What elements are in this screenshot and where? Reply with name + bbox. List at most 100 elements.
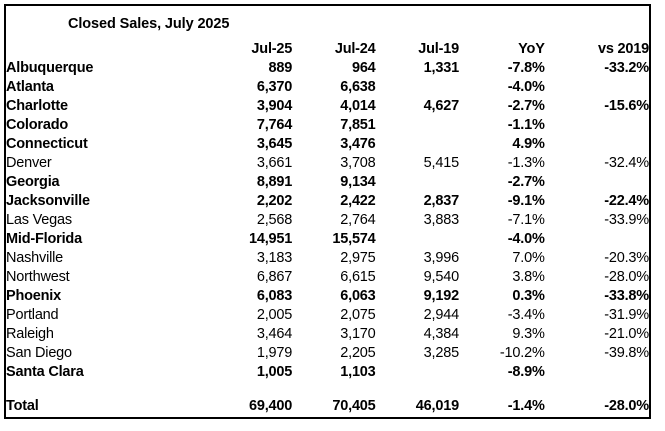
table-row: Phoenix 6,083 6,063 9,192 0.3% -33.8% [6, 287, 649, 306]
cell-market: Northwest [6, 269, 70, 285]
cell-market: Albuquerque [6, 60, 94, 76]
cell-jul25: 14,951 [248, 231, 293, 247]
cell-vs2019: -33.8% [604, 288, 649, 304]
cell-jul24: 3,476 [340, 136, 376, 152]
cell-jul25: 3,464 [256, 326, 293, 342]
cell-jul24: 6,615 [340, 269, 376, 285]
cell-jul24: 964 [351, 60, 376, 76]
cell-yoy: 9.3% [512, 326, 545, 342]
table-header-row: Jul-25 Jul-24 Jul-19 YoY vs 2019 [6, 40, 649, 59]
cell-market: Charlotte [6, 98, 68, 114]
column-header-jul19: Jul-19 [418, 41, 459, 57]
cell-jul25: 1,979 [256, 345, 293, 361]
cell-yoy: -10.2% [499, 345, 545, 361]
cell-yoy: -3.4% [507, 307, 545, 323]
table-row: Portland 2,005 2,075 2,944 -3.4% -31.9% [6, 306, 649, 325]
cell-market: San Diego [6, 345, 72, 361]
table-row: Denver 3,661 3,708 5,415 -1.3% -32.4% [6, 154, 649, 173]
cell-vs2019 [545, 173, 649, 192]
cell-yoy: 4.9% [512, 136, 545, 152]
cell-jul24: 9,134 [340, 174, 376, 190]
table-row: Northwest 6,867 6,615 9,540 3.8% -28.0% [6, 268, 649, 287]
table-row: Colorado 7,764 7,851 -1.1% [6, 116, 649, 135]
cell-yoy: -1.1% [507, 117, 545, 133]
cell-jul19: 4,384 [423, 326, 459, 342]
cell-jul19 [376, 363, 459, 382]
cell-jul19: 3,883 [423, 212, 459, 228]
cell-yoy: -4.0% [507, 231, 545, 247]
cell-jul19 [376, 135, 459, 154]
table-frame: Closed Sales, July 2025 Jul-25 Jul-24 Ju… [4, 4, 651, 419]
cell-market: Connecticut [6, 136, 88, 152]
table-row: Connecticut 3,645 3,476 4.9% [6, 135, 649, 154]
cell-jul19: 2,944 [423, 307, 459, 323]
cell-jul24: 70,405 [332, 398, 376, 414]
table-body: Albuquerque 889 964 1,331 -7.8% -33.2% Atlanta… [6, 59, 649, 421]
cell-jul25: 2,568 [256, 212, 293, 228]
cell-market: Portland [6, 307, 59, 323]
cell-vs2019 [545, 78, 649, 97]
cell-jul24: 1,103 [340, 364, 376, 380]
table-row-total: Total 69,400 70,405 46,019 -1.4% -28.0% [6, 382, 649, 421]
cell-jul25: 3,183 [256, 250, 293, 266]
cell-jul24: 2,422 [340, 193, 376, 209]
cell-market: Georgia [6, 174, 60, 190]
column-header-jul25: Jul-25 [251, 41, 293, 57]
cell-jul25: 2,005 [256, 307, 293, 323]
table-row: Charlotte 3,904 4,014 4,627 -2.7% -15.6% [6, 97, 649, 116]
cell-yoy: 3.8% [512, 269, 545, 285]
cell-market: Colorado [6, 117, 69, 133]
cell-jul19 [376, 116, 459, 135]
cell-jul19: 9,540 [423, 269, 459, 285]
column-header-yoy: YoY [518, 41, 545, 57]
cell-jul25: 6,083 [256, 288, 293, 304]
cell-jul24: 3,708 [340, 155, 376, 171]
cell-yoy: -2.7% [507, 174, 545, 190]
table-row: Santa Clara 1,005 1,103 -8.9% [6, 363, 649, 382]
cell-yoy: -8.9% [507, 364, 545, 380]
cell-jul19 [376, 230, 459, 249]
cell-vs2019 [545, 135, 649, 154]
cell-jul24: 2,764 [340, 212, 376, 228]
cell-jul24: 2,975 [340, 250, 376, 266]
table-row: Jacksonville 2,202 2,422 2,837 -9.1% -22.4% [6, 192, 649, 211]
cell-jul25: 6,867 [256, 269, 293, 285]
cell-vs2019: -22.4% [604, 193, 649, 209]
cell-jul25: 6,370 [256, 79, 293, 95]
cell-market: Las Vegas [6, 212, 72, 228]
cell-vs2019: -39.8% [604, 345, 649, 361]
cell-jul19: 2,837 [423, 193, 459, 209]
cell-jul24: 4,014 [340, 98, 376, 114]
page-title: Closed Sales, July 2025 [68, 16, 230, 32]
column-header-market [6, 40, 209, 59]
cell-market: Atlanta [6, 79, 54, 95]
cell-jul19 [376, 173, 459, 192]
closed-sales-table: Jul-25 Jul-24 Jul-19 YoY vs 2019 Albuque… [6, 40, 649, 421]
cell-vs2019: -33.2% [604, 60, 649, 76]
cell-jul25: 3,904 [256, 98, 293, 114]
cell-vs2019 [545, 116, 649, 135]
cell-vs2019: -32.4% [604, 155, 649, 171]
cell-yoy: -7.1% [507, 212, 545, 228]
column-header-jul24: Jul-24 [334, 41, 376, 57]
cell-jul24: 7,851 [340, 117, 376, 133]
cell-yoy: -1.4% [507, 398, 545, 414]
cell-jul25: 889 [268, 60, 293, 76]
cell-jul19: 3,285 [423, 345, 459, 361]
cell-yoy: -7.8% [507, 60, 545, 76]
cell-yoy: -2.7% [507, 98, 545, 114]
table-row: Las Vegas 2,568 2,764 3,883 -7.1% -33.9% [6, 211, 649, 230]
cell-market: Mid-Florida [6, 231, 82, 247]
cell-market: Jacksonville [6, 193, 90, 209]
cell-jul25: 69,400 [248, 398, 293, 414]
cell-jul25: 7,764 [256, 117, 293, 133]
cell-jul25: 3,645 [256, 136, 293, 152]
column-header-vs2019: vs 2019 [597, 41, 649, 57]
cell-jul19: 1,331 [423, 60, 459, 76]
table-row: Raleigh 3,464 3,170 4,384 9.3% -21.0% [6, 325, 649, 344]
cell-jul25: 1,005 [256, 364, 293, 380]
cell-jul19 [376, 78, 459, 97]
cell-jul19: 46,019 [415, 398, 459, 414]
cell-jul24: 2,205 [340, 345, 376, 361]
cell-vs2019: -31.9% [604, 307, 649, 323]
